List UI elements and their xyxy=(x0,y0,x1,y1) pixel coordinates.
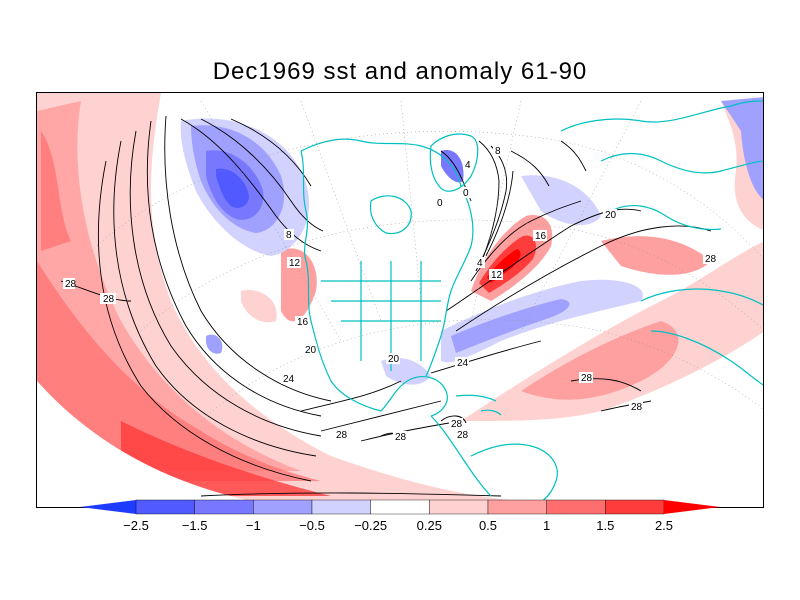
contour-label: 4 xyxy=(477,258,483,269)
contour-labels: 28 28 8 12 16 20 24 28 28 28 20 24 4 0 8… xyxy=(63,145,717,443)
contour-label: 8 xyxy=(495,146,501,157)
contour-label: 28 xyxy=(451,419,463,430)
colorbar-tick-label: 0.25 xyxy=(417,518,442,533)
colorbar-tick-label: 0.5 xyxy=(479,518,497,533)
contour-label: 16 xyxy=(535,231,547,242)
contour-label: 20 xyxy=(305,345,317,356)
contour-label: 28 xyxy=(395,432,407,443)
contour-label: 28 xyxy=(581,373,593,384)
contour-label: 12 xyxy=(491,270,503,281)
sst-contours xyxy=(60,115,712,497)
contour-label: 28 xyxy=(65,279,77,290)
map-frame: 28 28 8 12 16 20 24 28 28 28 20 24 4 0 8… xyxy=(36,92,764,508)
anomaly-shading-negative xyxy=(180,97,763,385)
contour-label: 8 xyxy=(286,230,292,241)
colorbar-tick-label: −1.5 xyxy=(182,518,208,533)
contour-label: 20 xyxy=(605,210,617,221)
contour-label: 20 xyxy=(388,354,400,365)
map-plot: 28 28 8 12 16 20 24 28 28 28 20 24 4 0 8… xyxy=(37,93,763,507)
contour-label: 0 xyxy=(437,198,443,209)
contour-label: 12 xyxy=(289,258,301,269)
contour-label: 16 xyxy=(297,317,309,328)
contour-label: 28 xyxy=(705,254,717,265)
contour-label: 24 xyxy=(457,358,469,369)
contour-label: 28 xyxy=(103,294,115,305)
page-title: Dec1969 sst and anomaly 61-90 xyxy=(212,58,588,85)
colorbar-tick-label: −0.5 xyxy=(299,518,325,533)
contour-label: 0 xyxy=(463,188,469,199)
colorbar-tick-label: −2.5 xyxy=(123,518,149,533)
contour-label: 24 xyxy=(283,374,295,385)
contour-label: 28 xyxy=(457,430,469,441)
colorbar-tick-label: 1.5 xyxy=(596,518,614,533)
colorbar-labels: −2.5 −1.5 −1 −0.5 −0.25 0.25 0.5 1 1.5 2.5 xyxy=(123,518,673,533)
colorbar-tick-label: 1 xyxy=(543,518,550,533)
colorbar-tick-label: −0.25 xyxy=(354,518,387,533)
contour-label: 28 xyxy=(631,402,643,413)
colorbar-tick-label: −1 xyxy=(246,518,261,533)
contour-label: 28 xyxy=(336,430,348,441)
colorbar-tick-label: 2.5 xyxy=(655,518,673,533)
coastlines xyxy=(300,100,763,507)
contour-label: 4 xyxy=(465,160,471,171)
graticule xyxy=(90,100,763,422)
